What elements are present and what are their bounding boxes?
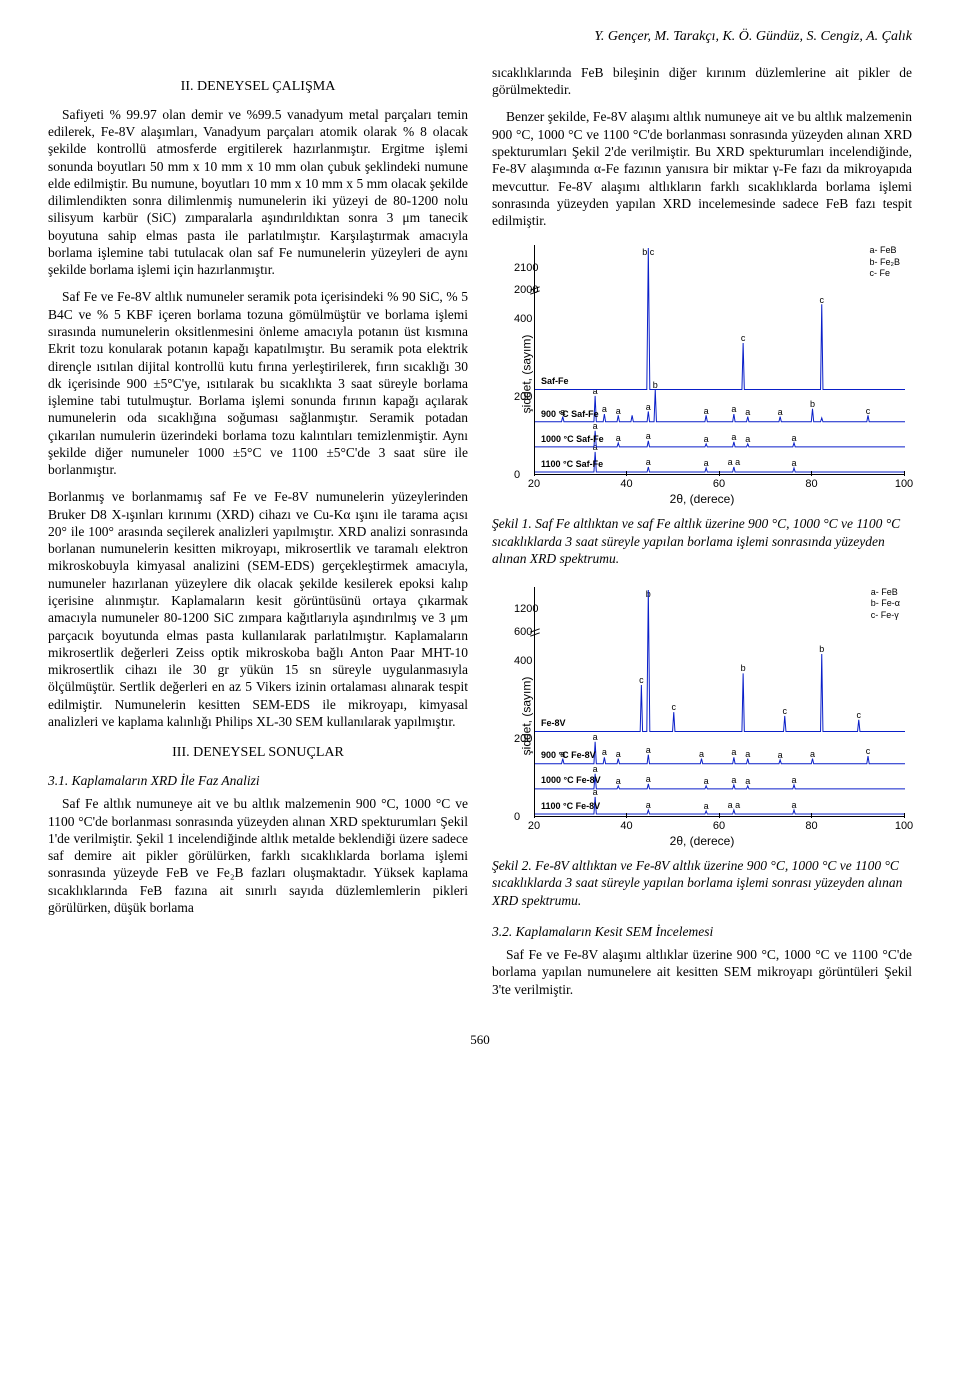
xrd-panel-label: Saf-Fe xyxy=(541,376,569,388)
xrd-ytick: 0 xyxy=(514,468,520,482)
xrd-ytick: 400 xyxy=(514,312,532,326)
two-column-layout: II. DENEYSEL ÇALIŞMA Safiyeti % 99.97 ol… xyxy=(48,64,912,1008)
section-3-title: III. DENEYSEL SONUÇLAR xyxy=(48,744,468,762)
xrd-xtick: 40 xyxy=(620,477,632,491)
xrd-ytick: 600 xyxy=(514,625,532,639)
left-column: II. DENEYSEL ÇALIŞMA Safiyeti % 99.97 ol… xyxy=(48,64,468,1008)
figure-2-caption: Şekil 2. Fe-8V altlıktan ve Fe-8V altlık… xyxy=(492,857,912,909)
right-column: sıcaklıklarında FeB bileşinin diğer kırı… xyxy=(492,64,912,1008)
figure-1-xrd-chart: şiddet, (sayım) 2θ, (derece) a- FeB b- F… xyxy=(492,239,912,509)
page-number: 560 xyxy=(48,1032,912,1049)
xrd-ytick: 2000 xyxy=(514,283,538,297)
fig1-xlabel: 2θ, (derece) xyxy=(670,492,735,507)
xrd-ytick: 200 xyxy=(514,390,532,404)
xrd-xtick: 80 xyxy=(805,477,817,491)
header-authors: Y. Gençer, M. Tarakçı, K. Ö. Gündüz, S. … xyxy=(48,28,912,46)
xrd-ytick: 1200 xyxy=(514,602,538,616)
figure-2-xrd-chart: şiddet, (sayım) 2θ, (derece) a- FeB b- F… xyxy=(492,581,912,851)
xrd-ytick: 200 xyxy=(514,732,532,746)
right-p1: sıcaklıklarında FeB bileşinin diğer kırı… xyxy=(492,64,912,99)
left-p3: Borlanmış ve borlanmamış saf Fe ve Fe-8V… xyxy=(48,488,468,730)
subsection-3-1: 3.1. Kaplamaların XRD İle Faz Analizi xyxy=(48,772,468,789)
xrd-ytick: 0 xyxy=(514,810,520,824)
left-p2: Saf Fe ve Fe-8V altlık numuneler seramik… xyxy=(48,288,468,478)
section-2-title: II. DENEYSEL ÇALIŞMA xyxy=(48,78,468,96)
xrd-ytick: 2100 xyxy=(514,261,538,275)
right-p3: Saf Fe ve Fe-8V alaşımı altlıklar üzerin… xyxy=(492,946,912,998)
xrd-ytick: 400 xyxy=(514,654,532,668)
subsection-3-2: 3.2. Kaplamaların Kesit SEM İncelemesi xyxy=(492,923,912,940)
right-p2: Benzer şekilde, Fe-8V alaşımı altlık num… xyxy=(492,108,912,229)
xrd-xtick: 60 xyxy=(713,819,725,833)
xrd-xtick: 20 xyxy=(528,477,540,491)
left-p1: Safiyeti % 99.97 olan demir ve %99.5 van… xyxy=(48,106,468,279)
xrd-xtick: 80 xyxy=(805,819,817,833)
figure-1-caption: Şekil 1. Saf Fe altlıktan ve saf Fe altl… xyxy=(492,515,912,567)
xrd-xtick: 20 xyxy=(528,819,540,833)
fig2-plot-area: a- FeB b- Fe-α c- Fe-γ aaaa aa1100 °C Fe… xyxy=(534,587,904,817)
xrd-xtick: 100 xyxy=(895,477,913,491)
fig1-plot-area: a- FeB b- Fe₂B c- Fe aaaa aa1100 °C Saf-… xyxy=(534,245,904,475)
xrd-xtick: 60 xyxy=(713,477,725,491)
xrd-xtick: 100 xyxy=(895,819,913,833)
left-p4: Saf Fe altlık numuneye ait ve bu altlık … xyxy=(48,795,468,916)
xrd-panel-label: Fe-8V xyxy=(541,718,566,730)
fig2-xlabel: 2θ, (derece) xyxy=(670,834,735,849)
xrd-xtick: 40 xyxy=(620,819,632,833)
